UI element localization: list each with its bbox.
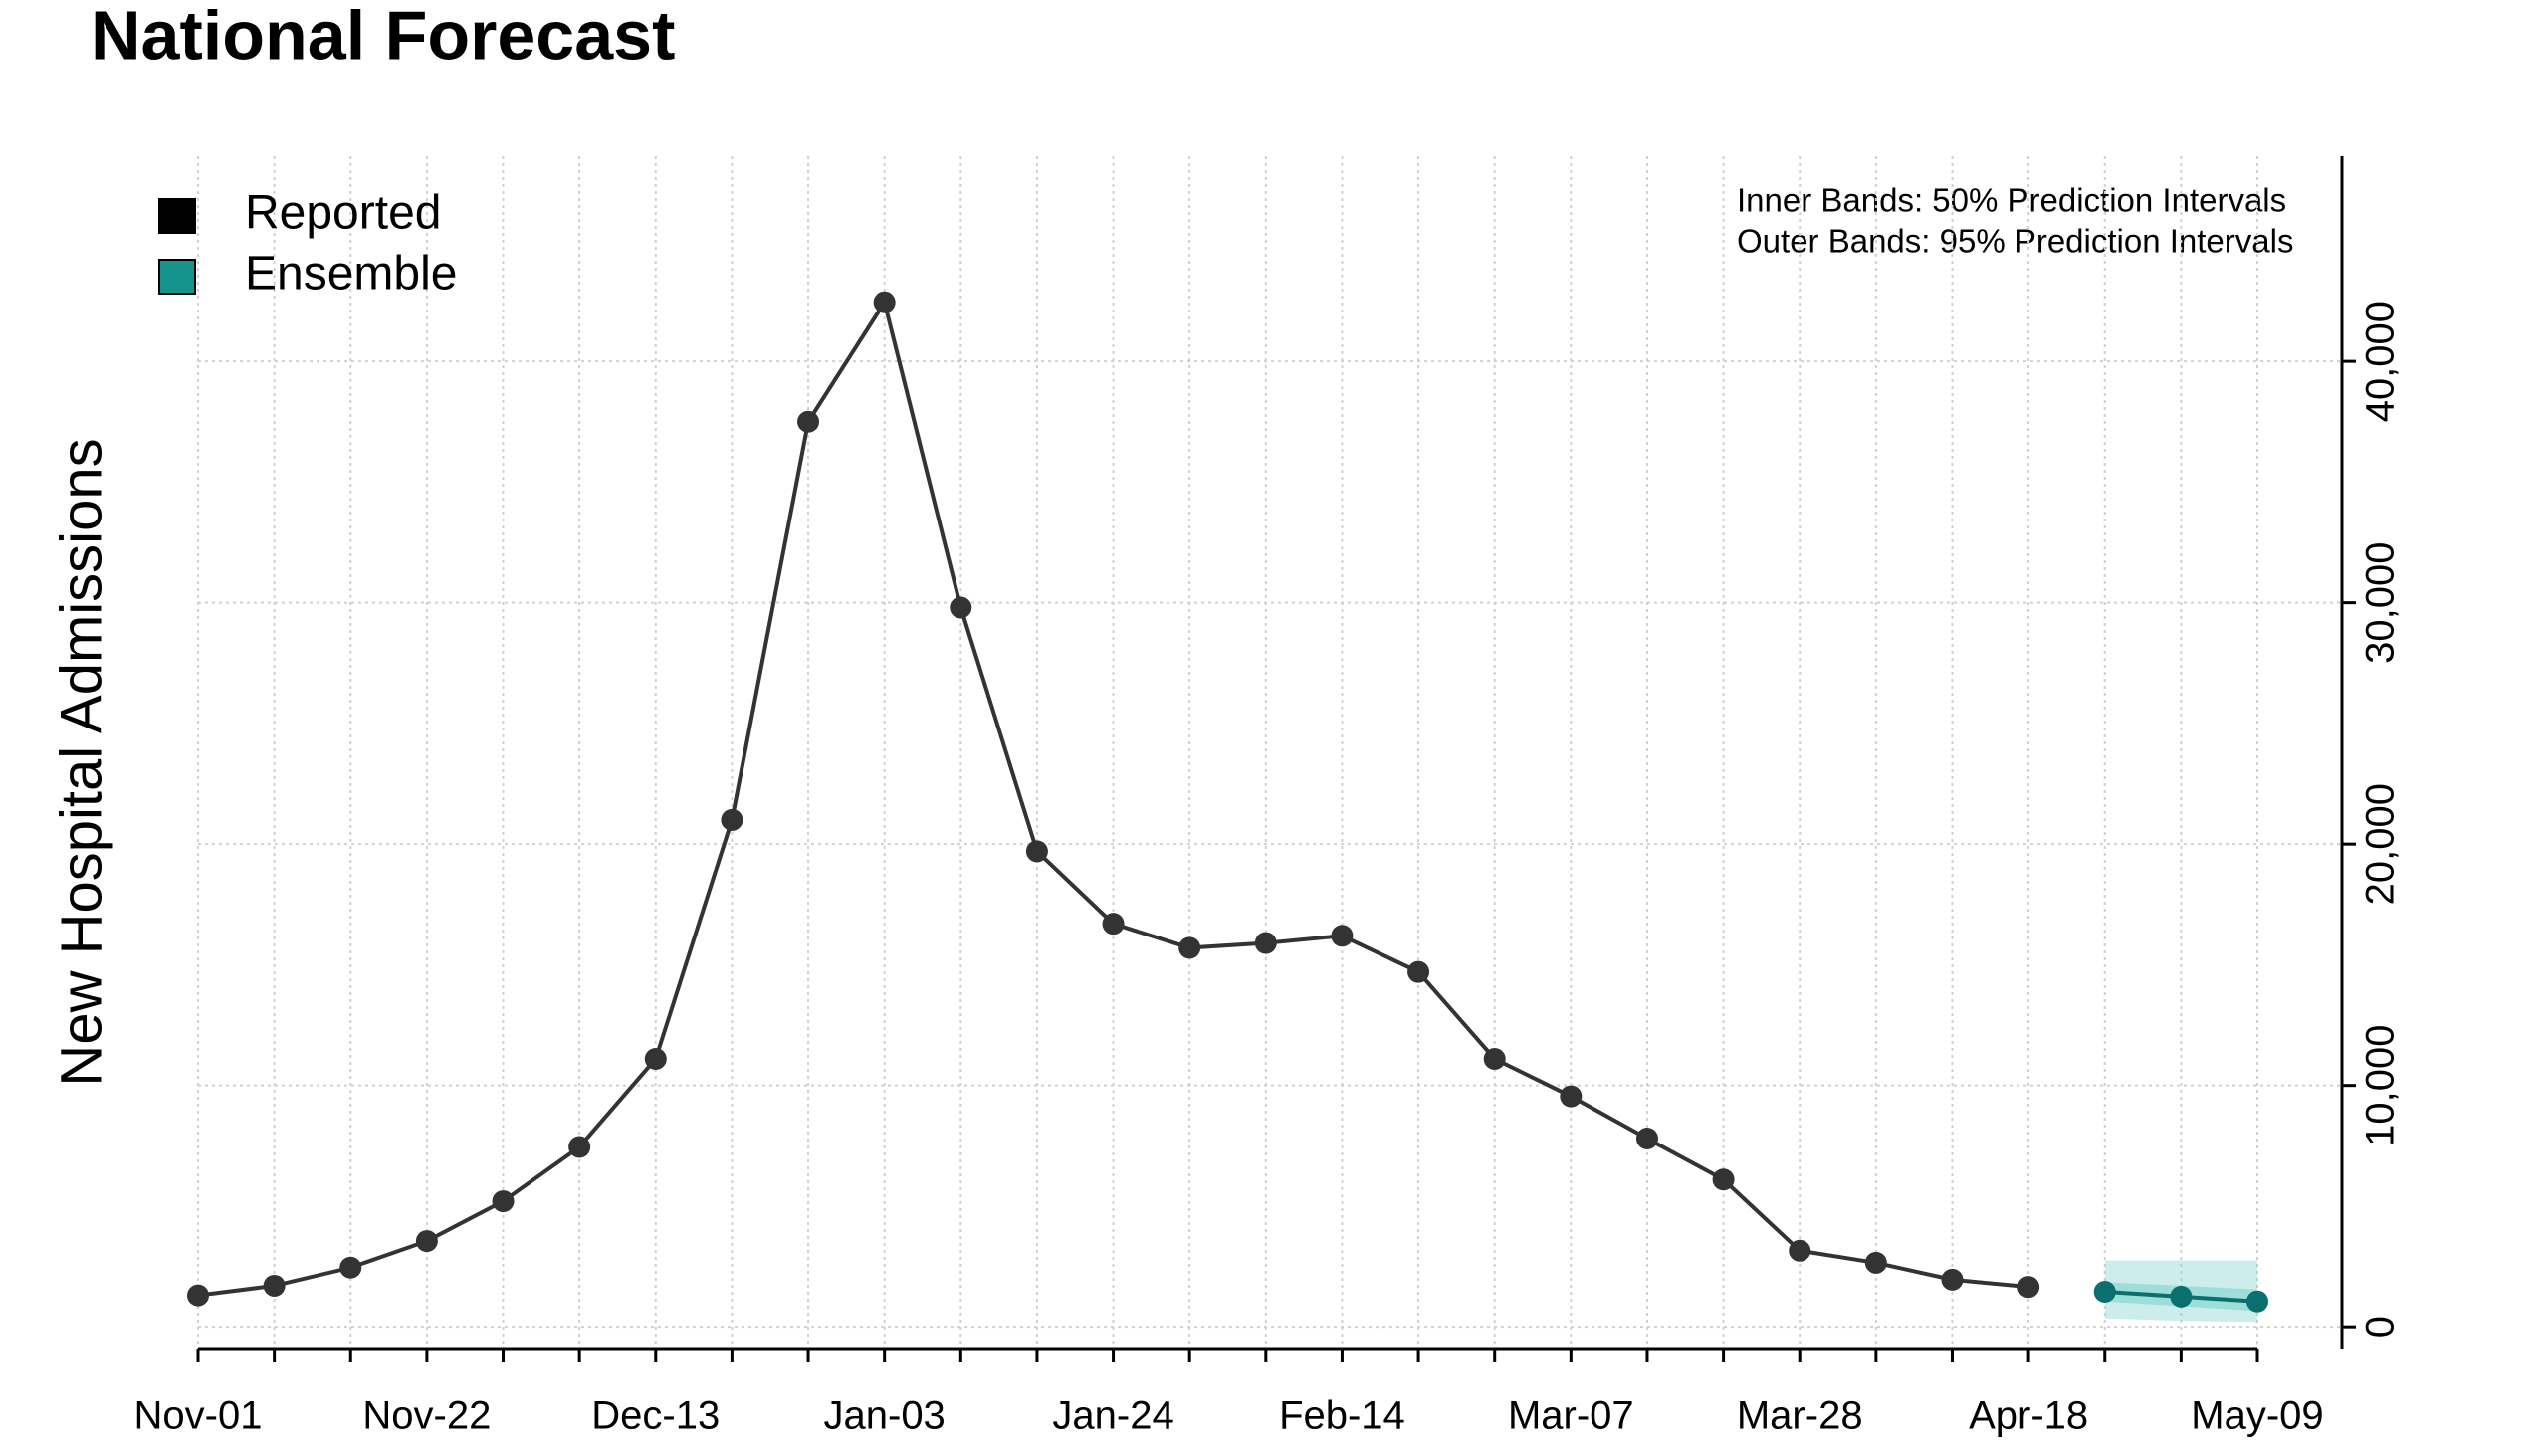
data-point [1178,936,1201,959]
legend-label: Ensemble [245,248,457,301]
x-tick-label: Mar-07 [1508,1394,1634,1438]
data-point [797,410,820,433]
x-tick-label: Jan-24 [1052,1394,1173,1438]
x-tick-label: Mar-28 [1737,1394,1863,1438]
annotation: Outer Bands: 95% Prediction Intervals [1737,223,2293,260]
x-tick-label: Dec-13 [591,1394,720,1438]
data-point [1331,925,1354,947]
annotation: Inner Bands: 50% Prediction Intervals [1737,182,2286,219]
y-tick-label: 40,000 [2359,301,2403,422]
data-point [1864,1251,1887,1274]
data-point [1025,840,1048,863]
x-tick-label: Feb-14 [1279,1394,1405,1438]
y-axis-label: New Hospital Admissions [49,438,113,1086]
data-point [1941,1268,1964,1291]
data-point [2170,1285,2193,1308]
data-point [1560,1085,1583,1108]
data-point [1407,960,1430,983]
y-tick-label: 0 [2359,1316,2403,1338]
data-point [492,1190,515,1213]
data-point [187,1284,209,1307]
data-point [1712,1168,1735,1191]
data-point [1789,1239,1811,1262]
legend-swatch [158,259,196,295]
legend-label: Reported [245,187,441,240]
data-point [721,808,743,831]
data-point [950,596,972,619]
data-point [1483,1047,1506,1070]
data-point [644,1047,667,1070]
data-point [1102,913,1125,936]
data-point [415,1230,438,1253]
data-point [873,291,896,313]
data-point [1635,1128,1658,1150]
x-tick-label: Nov-22 [362,1394,491,1438]
data-point [263,1274,286,1297]
data-point [339,1256,362,1279]
x-tick-label: Apr-18 [1969,1394,2088,1438]
x-tick-label: Jan-03 [824,1394,946,1438]
data-point [1254,932,1277,954]
data-point [2017,1276,2040,1299]
y-tick-label: 30,000 [2359,541,2403,663]
data-point [2093,1281,2116,1304]
x-tick-label: Nov-01 [134,1394,263,1438]
y-tick-label: 10,000 [2359,1024,2403,1145]
data-point [2246,1290,2268,1313]
data-point [568,1136,591,1158]
x-tick-label: May-09 [2191,1394,2323,1438]
y-tick-label: 20,000 [2359,783,2403,905]
legend-swatch [158,198,196,234]
chart-title: National Forecast [91,0,675,74]
